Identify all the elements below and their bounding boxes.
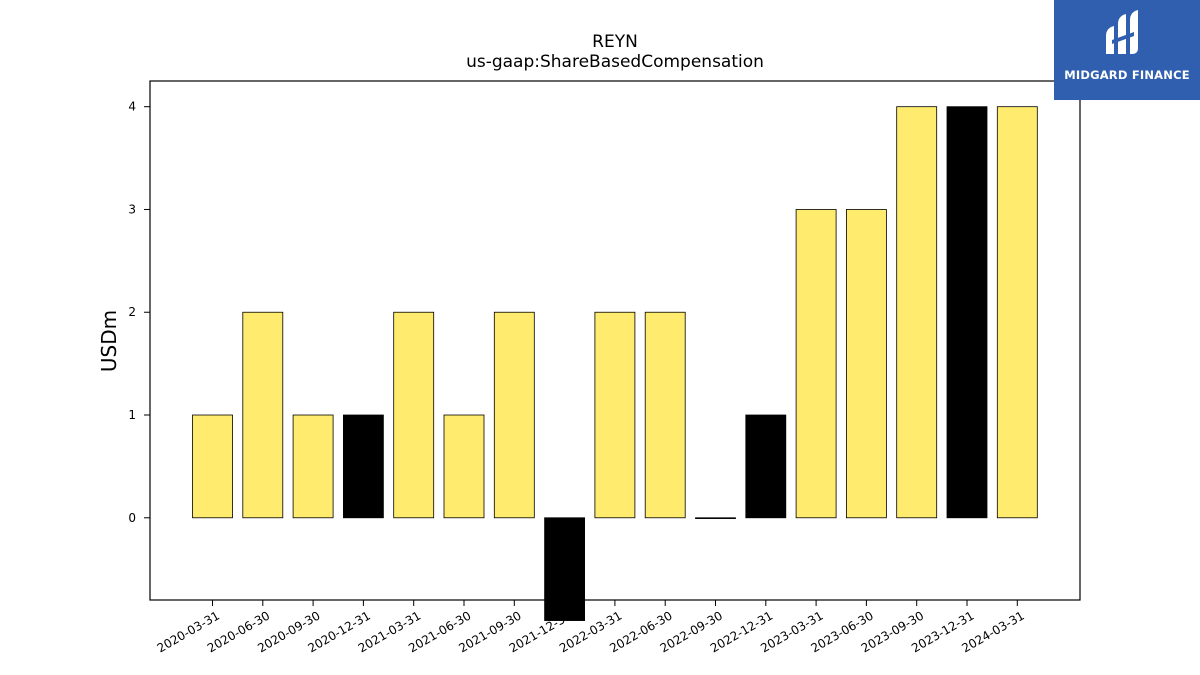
logo-text: MIDGARD FINANCE <box>1064 68 1190 82</box>
y-axis: 0 1 2 3 4 <box>128 100 150 525</box>
bars-group <box>192 106 1038 621</box>
y-axis-label: USDm <box>97 310 121 372</box>
logo-mark-icon <box>1106 10 1138 54</box>
x-axis: 2020-03-312020-06-302020-09-302020-12-31… <box>155 600 1027 655</box>
bar-2021-06-30 <box>443 414 485 519</box>
y-tick-label: 1 <box>128 408 136 422</box>
y-tick-label: 2 <box>128 305 136 319</box>
y-tick-label: 4 <box>128 100 136 114</box>
bar-2023-03-31 <box>795 209 837 519</box>
bar-2024-03-31 <box>996 106 1038 519</box>
bar-2023-09-30 <box>896 106 938 519</box>
bar-2021-09-30 <box>493 311 535 519</box>
bar-2021-03-31 <box>393 311 435 519</box>
bar-2020-03-31 <box>192 414 233 519</box>
bar-2022-03-31 <box>594 311 636 519</box>
bar-2020-12-31 <box>342 414 384 519</box>
bar-2022-12-31 <box>745 414 787 519</box>
bar-2020-06-30 <box>242 311 284 519</box>
chart-title: REYN <box>592 32 638 52</box>
bar-2020-09-30 <box>292 414 334 519</box>
bar-2022-06-30 <box>644 311 686 519</box>
y-tick-label: 0 <box>128 511 136 525</box>
bar-2023-06-30 <box>846 209 887 519</box>
midgard-finance-logo: MIDGARD FINANCE <box>1054 0 1200 100</box>
y-tick-label: 3 <box>128 202 136 216</box>
bar-2023-12-31 <box>946 106 988 519</box>
chart-subtitle: us-gaap:ShareBasedCompensation <box>466 52 764 72</box>
bar-2022-09-30 <box>695 517 736 519</box>
